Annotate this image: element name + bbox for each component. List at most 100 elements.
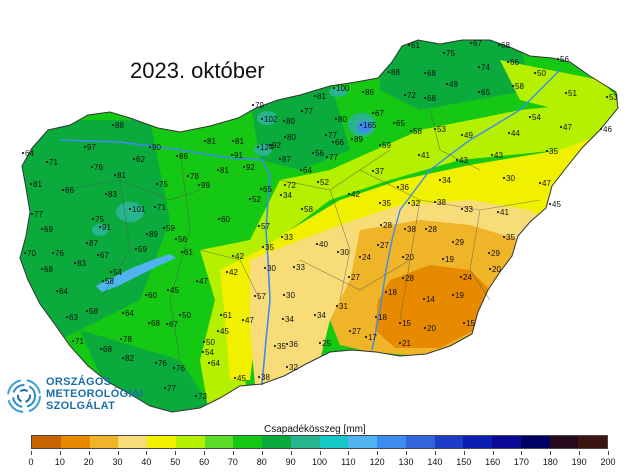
station-dot xyxy=(401,255,405,259)
station-value: 72 xyxy=(407,91,416,100)
station-dot xyxy=(155,182,159,186)
station-dot xyxy=(599,127,603,131)
station-value: 54 xyxy=(205,348,214,357)
station-value: 28 xyxy=(405,274,414,283)
station-dot xyxy=(282,119,286,123)
map-title: 2023. október xyxy=(130,58,265,83)
station-dot xyxy=(318,341,322,345)
station-dot xyxy=(445,82,449,86)
station-value: 14 xyxy=(426,295,435,304)
station-value: 33 xyxy=(284,233,293,242)
legend-swatch xyxy=(147,436,176,448)
station-dot xyxy=(278,157,282,161)
station-value: 30 xyxy=(340,248,349,257)
legend-swatch xyxy=(233,436,262,448)
station-dot xyxy=(374,315,378,319)
legend-tick-label: 20 xyxy=(83,457,94,467)
station-dot xyxy=(528,115,532,119)
station-value: 72 xyxy=(287,181,296,190)
legend-tick-label: 160 xyxy=(485,457,501,467)
station-dot xyxy=(256,145,260,149)
station-value: 81 xyxy=(220,166,229,175)
station-value: 17 xyxy=(368,333,377,342)
station-dot xyxy=(396,185,400,189)
station-dot xyxy=(392,121,396,125)
station-value: 50 xyxy=(182,311,191,320)
station-value: 33 xyxy=(464,205,473,214)
station-value: 52 xyxy=(252,195,261,204)
legend-tick-mark xyxy=(204,451,206,455)
station-dot xyxy=(462,321,466,325)
station-value: 86 xyxy=(365,88,374,97)
legend-swatch xyxy=(405,436,435,448)
station-value: 38 xyxy=(407,225,416,234)
station-dot xyxy=(153,205,157,209)
station-value: 45 xyxy=(552,200,561,209)
station-value: 101 xyxy=(132,205,146,214)
station-value: 81 xyxy=(317,92,326,101)
station-dot xyxy=(144,293,148,297)
station-value: 58 xyxy=(304,205,313,214)
station-dot xyxy=(166,288,170,292)
station-value: 35 xyxy=(265,243,274,252)
legend-tick-mark xyxy=(492,451,494,455)
station-value: 81 xyxy=(33,180,42,189)
station-dot xyxy=(268,143,272,147)
station-value: 89 xyxy=(354,135,363,144)
station-dot xyxy=(195,279,199,283)
station-dot xyxy=(559,125,563,129)
station-value: 18 xyxy=(378,313,387,322)
station-value: 77 xyxy=(34,210,43,219)
station-value: 58 xyxy=(89,307,98,316)
legend-color-bar xyxy=(31,435,608,449)
station-value: 100 xyxy=(336,84,350,93)
station-value: 81 xyxy=(117,171,126,180)
station-value: 92 xyxy=(246,163,255,172)
legend-swatch xyxy=(32,436,61,448)
station-dot xyxy=(273,344,277,348)
station-value: 36 xyxy=(289,340,298,349)
legend-swatch xyxy=(434,436,464,448)
station-dot xyxy=(487,251,491,255)
legend-tick-label: 190 xyxy=(571,457,587,467)
station-value: 42 xyxy=(235,252,244,261)
station-value: 40 xyxy=(319,240,328,249)
legend-tick-mark xyxy=(88,451,90,455)
station-dot xyxy=(203,139,207,143)
legend-tick-mark xyxy=(521,451,523,455)
station-dot xyxy=(257,375,261,379)
station-dot xyxy=(55,289,59,293)
station-dot xyxy=(451,240,455,244)
legend-ticks: 0 10 20 30 40 50 60 70 80 90 100 110 120 130 140 150 160… xyxy=(28,451,616,471)
station-dot xyxy=(83,145,87,149)
station-value: 29 xyxy=(491,249,500,258)
station-value: 97 xyxy=(87,143,96,152)
legend-swatch xyxy=(319,436,349,448)
station-value: 65 xyxy=(263,185,272,194)
legend-tick-label: 130 xyxy=(398,457,414,467)
station-value: 61 xyxy=(184,248,193,257)
station-value: 73 xyxy=(198,392,207,401)
station-value: 44 xyxy=(511,129,520,138)
station-value: 71 xyxy=(157,203,166,212)
station-value: 34 xyxy=(285,315,294,324)
station-value: 80 xyxy=(338,115,347,124)
station-dot xyxy=(496,210,500,214)
station-value: 19 xyxy=(445,255,454,264)
station-dot xyxy=(459,275,463,279)
station-value: 31 xyxy=(339,302,348,311)
station-dot xyxy=(401,276,405,280)
station-dot xyxy=(30,212,34,216)
station-dot xyxy=(299,168,303,172)
station-dot xyxy=(407,201,411,205)
station-value: 91 xyxy=(234,151,243,160)
station-dot xyxy=(21,151,25,155)
station-value: 43 xyxy=(459,156,468,165)
legend-tick-label: 50 xyxy=(170,457,181,467)
station-dot xyxy=(261,245,265,249)
station-dot xyxy=(347,275,351,279)
station-value: 83 xyxy=(108,190,117,199)
station-value: 32 xyxy=(289,363,298,372)
station-value: 82 xyxy=(125,354,134,363)
